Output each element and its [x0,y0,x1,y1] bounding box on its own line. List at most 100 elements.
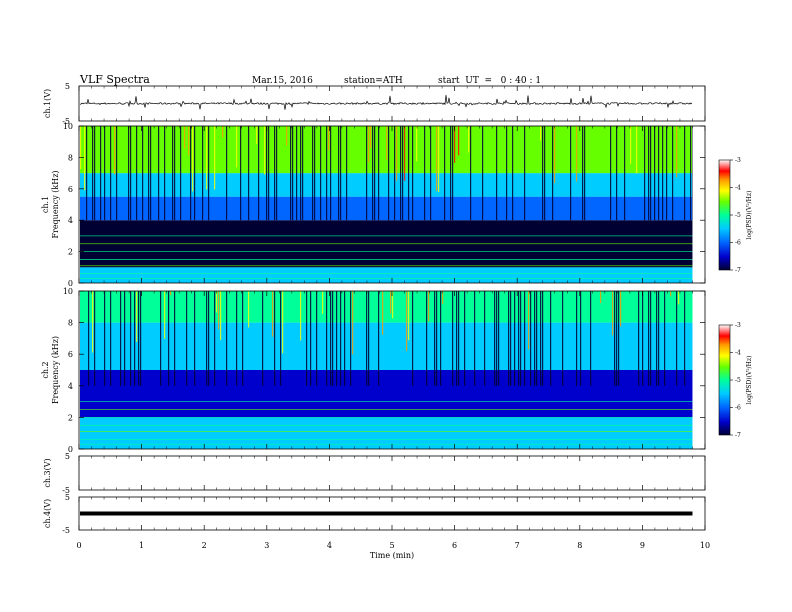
ch1-spectrogram-ytick-label: 2 [68,248,73,257]
ch2-spectrogram-streak [208,291,210,386]
ch1-spectrogram-streak [194,126,196,221]
ch1-spectrogram-streak [450,126,452,221]
ch2-spectrogram-streak [300,291,302,341]
ch2-spectrogram-streak [518,291,520,386]
ch1-spectrogram-streak [366,126,368,221]
ch2-spectrogram-streak [442,291,444,304]
ch2-spectrogram-streak [670,291,672,297]
ch1-spectrogram-streak [236,126,238,168]
ch2-spectrogram-streak [496,291,498,386]
ch2-spectrogram-colorbar-tick-label: -5 [735,377,741,384]
ch1-spectrogram-streak [554,126,556,184]
ch2-spectrogram-streak [530,291,532,386]
ch2-spectrogram-streak [656,291,658,386]
ch1-spectrogram-streak [576,126,578,182]
ch4-waveform-ytick-label: -5 [62,526,70,535]
ch1-spectrogram-streak [248,126,250,221]
ch1-spectrogram-heatmap [80,126,705,283]
ch2-spectrogram-streak [110,291,112,386]
ch2-spectrogram-streak [536,291,538,386]
ch2-spectrogram-streak [280,291,282,386]
ch4-waveform-ylabel: ch.4(V) [43,499,52,528]
ch3-waveform-ytick-label: 5 [65,452,70,461]
ch2-spectrogram-streak [612,291,614,336]
ch1-waveform-ytick-label: -5 [62,117,70,126]
ch1-spectrogram-ytick-label: 6 [68,185,73,194]
ch1-spectrogram-colorbar-tick-label: -7 [735,267,741,274]
ch1-spectrogram-streak [458,126,460,156]
ch1-spectrogram-streak [226,126,228,221]
ch1-spectrogram-streak [174,126,176,221]
ch1-spectrogram-streak [454,126,456,163]
ch1-spectrogram-streak [276,126,278,221]
ch1-spectrogram-streak [444,126,446,221]
ch2-spectrogram-channel-label: ch.2 [41,361,50,378]
ch1-spectrogram-streak [378,126,380,221]
ch2-spectrogram-streak [94,291,96,386]
ch1-waveform-ytick-label: 5 [65,82,70,91]
ch2-spectrogram-streak [382,291,384,335]
ch1-spectrogram-streak [676,126,678,178]
ch2-spectrogram-streak [600,291,602,304]
x-tick-label: 10 [700,541,710,550]
ch1-spectrogram-streak [610,126,612,221]
ch3-waveform-ylabel: ch.3(V) [43,458,52,487]
ch1-spectrogram-nodata-area [692,126,705,283]
ch1-spectrogram-colorbar-tick-label: -5 [735,212,741,219]
ch1-spectrogram-streak [368,126,370,163]
ch1-spectrogram-streak [142,126,144,221]
ch1-spectrogram-colorbar-tick-label: -6 [735,240,741,247]
ch1-spectrogram-streak [326,126,328,221]
ch2-spectrogram-ytick-label: 0 [68,445,73,454]
ch2-spectrogram-colorbar-tick-label: -6 [735,405,741,412]
ch1-spectrogram-streak [84,126,86,191]
ch2-spectrogram-ytick-label: 4 [68,382,73,391]
ch2-spectrogram-streak [274,291,276,386]
ch1-spectrogram-streak [506,126,508,221]
ch1-spectrogram-streak [644,126,646,221]
ch2-spectrogram-streak [440,291,442,386]
ch2-spectrogram-streak [464,291,466,386]
ch2-spectrogram-streak [642,291,644,386]
ch1-spectrogram-streak [312,126,314,221]
ch1-spectrogram-colorbar-label: log(PSD)(V²/Hz) [746,191,753,240]
ch1-spectrogram-streak [672,126,674,221]
ch1-spectrogram-streak [110,126,112,221]
date-label: Mar.15, 2016 [252,76,313,86]
ch2-spectrogram-band [80,322,693,370]
ch1-spectrogram-streak [684,126,686,221]
ch1-spectrogram-streak [164,126,166,221]
ch2-spectrogram-streak [330,291,332,386]
ch2-spectrogram-streak [272,291,274,337]
ch2-spectrogram-streak [494,291,496,386]
ch1-spectrogram-streak [386,126,388,161]
ch1-spectrogram-streak [470,126,472,221]
ch1-spectrogram-streak [256,126,258,144]
ch1-spectrogram-streak [320,126,322,221]
ch2-spectrogram-heatmap [80,291,705,449]
ch1-spectrogram-streak [158,126,160,221]
ch1-waveform-series-line [79,94,693,110]
ch2-spectrogram-streak [528,291,530,350]
ch2-spectrogram-streak [214,291,216,386]
ch2-spectrogram-streak [164,291,166,339]
ch1-spectrogram-streak [524,126,526,221]
ch1-spectrogram-streak [582,126,584,221]
ch2-spectrogram-streak [88,291,90,386]
ch1-spectrogram-colorbar [718,159,731,271]
ch1-spectrogram-streak [180,126,182,221]
ch1-spectrogram-streak [286,126,288,146]
ch2-spectrogram-streak [248,291,250,328]
ch1-spectrogram-streak [296,126,298,221]
ch2-spectrogram-streak [332,291,334,386]
ch1-spectrogram-streak [190,126,192,221]
ch3-waveform-frame [78,455,706,491]
ch2-spectrogram-colorbar [718,324,731,436]
ch2-spectrogram-streak [616,291,618,386]
ch1-spectrogram-streak [438,126,440,193]
ch1-spectrogram-streak [424,126,426,221]
ch2-spectrogram-streak [520,291,522,386]
ch1-spectrogram-streak [666,126,668,221]
ch1-spectrogram-streak [416,126,418,162]
ch2-spectrogram-ytick-label: 6 [68,350,73,359]
